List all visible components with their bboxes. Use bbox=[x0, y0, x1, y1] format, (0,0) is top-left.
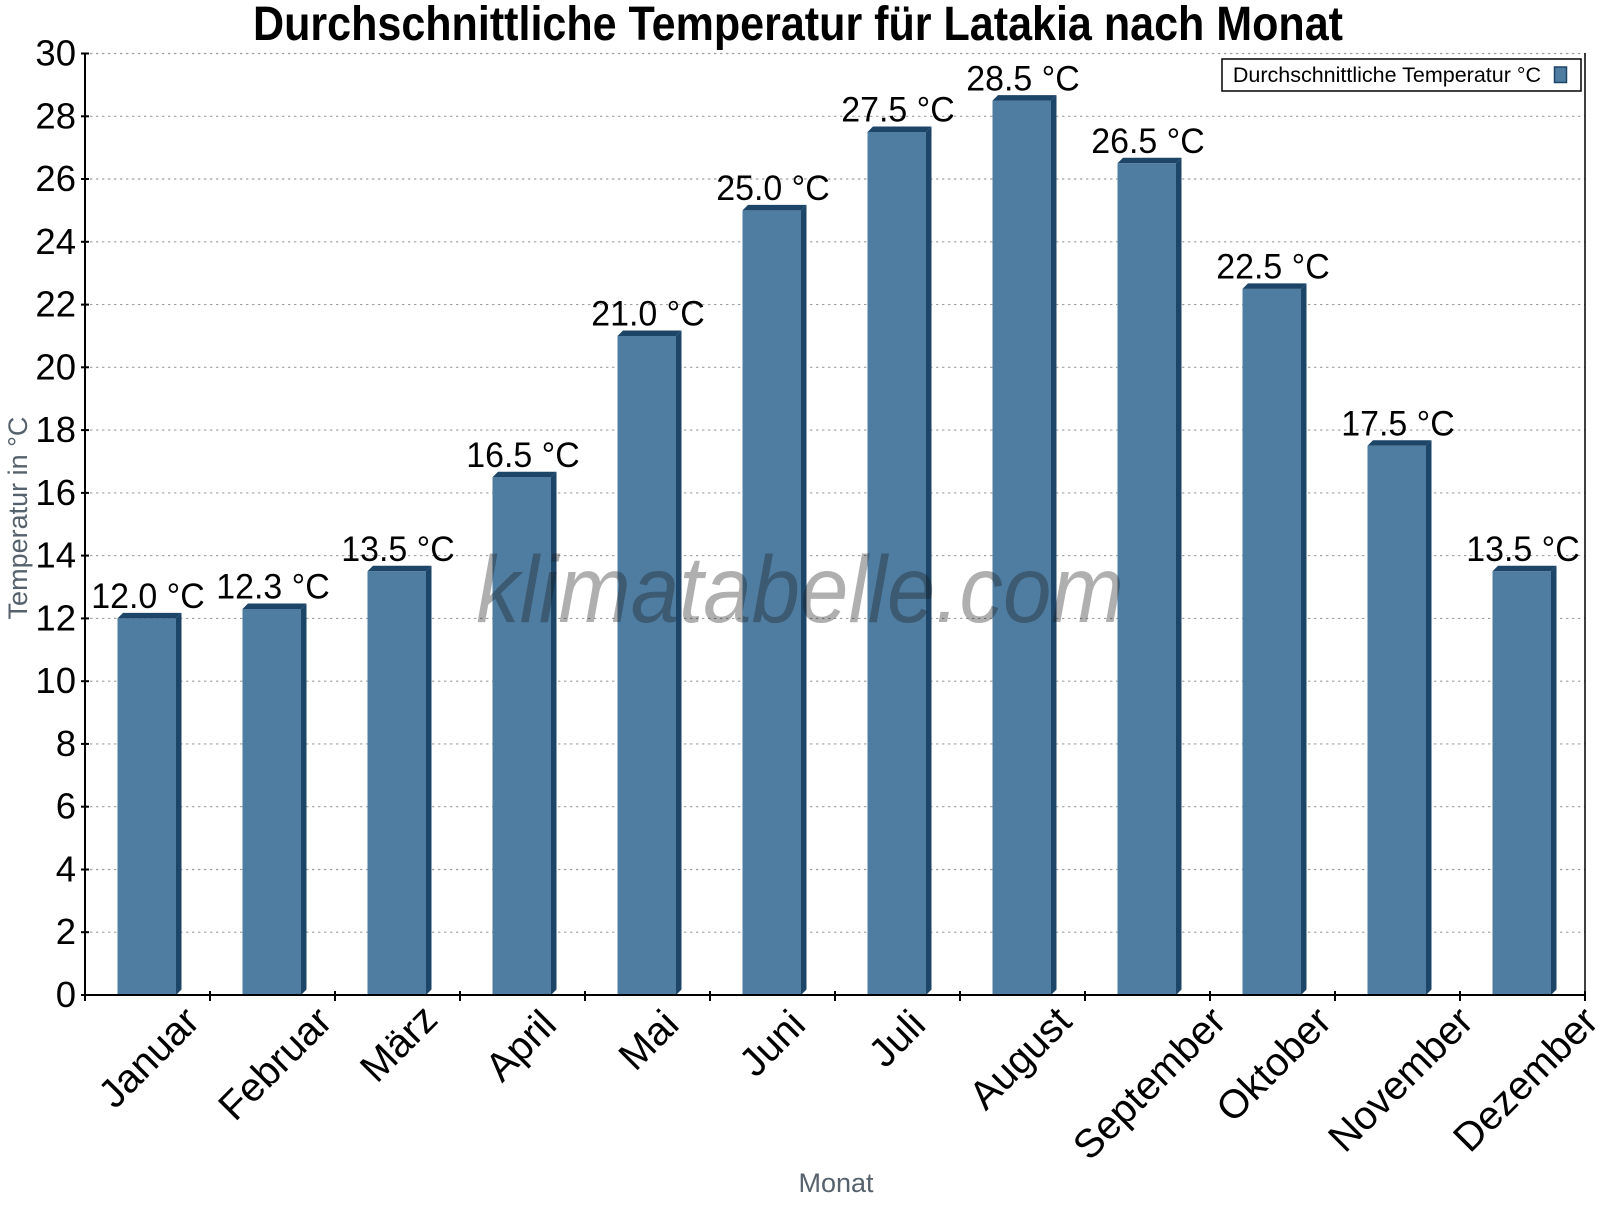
svg-text:20: 20 bbox=[35, 346, 76, 387]
svg-text:17.5 °C: 17.5 °C bbox=[1341, 404, 1455, 444]
svg-text:26: 26 bbox=[35, 158, 76, 199]
svg-text:6: 6 bbox=[56, 786, 76, 827]
svg-text:Durchschnittliche Temperatur f: Durchschnittliche Temperatur für Latakia… bbox=[253, 0, 1343, 51]
svg-text:28: 28 bbox=[35, 95, 76, 136]
svg-text:13.5 °C: 13.5 °C bbox=[341, 529, 455, 569]
svg-text:12.3 °C: 12.3 °C bbox=[216, 567, 330, 607]
svg-text:27.5 °C: 27.5 °C bbox=[841, 90, 955, 130]
svg-text:Temperatur in °C: Temperatur in °C bbox=[3, 417, 33, 620]
svg-text:0: 0 bbox=[56, 974, 76, 1015]
svg-text:18: 18 bbox=[35, 409, 76, 450]
svg-text:14: 14 bbox=[35, 535, 76, 576]
svg-text:22: 22 bbox=[35, 284, 76, 325]
svg-text:4: 4 bbox=[56, 849, 76, 890]
svg-text:12: 12 bbox=[35, 597, 76, 638]
svg-text:klimatabelle.com: klimatabelle.com bbox=[476, 538, 1124, 643]
svg-text:Durchschnittliche Temperatur °: Durchschnittliche Temperatur °C bbox=[1233, 63, 1541, 87]
svg-text:16: 16 bbox=[35, 472, 76, 513]
svg-text:2: 2 bbox=[56, 911, 76, 952]
svg-text:16.5 °C: 16.5 °C bbox=[466, 435, 580, 475]
svg-text:30: 30 bbox=[35, 33, 76, 74]
svg-text:8: 8 bbox=[56, 723, 76, 764]
svg-text:21.0 °C: 21.0 °C bbox=[591, 294, 705, 334]
svg-text:22.5 °C: 22.5 °C bbox=[1216, 247, 1330, 287]
svg-text:26.5 °C: 26.5 °C bbox=[1091, 121, 1205, 161]
svg-text:10: 10 bbox=[35, 660, 76, 701]
svg-text:13.5 °C: 13.5 °C bbox=[1466, 529, 1580, 569]
svg-text:Monat: Monat bbox=[798, 1168, 874, 1198]
svg-text:24: 24 bbox=[35, 221, 76, 262]
svg-text:25.0 °C: 25.0 °C bbox=[716, 168, 830, 208]
svg-text:28.5 °C: 28.5 °C bbox=[966, 58, 1080, 98]
svg-text:12.0 °C: 12.0 °C bbox=[91, 576, 205, 616]
